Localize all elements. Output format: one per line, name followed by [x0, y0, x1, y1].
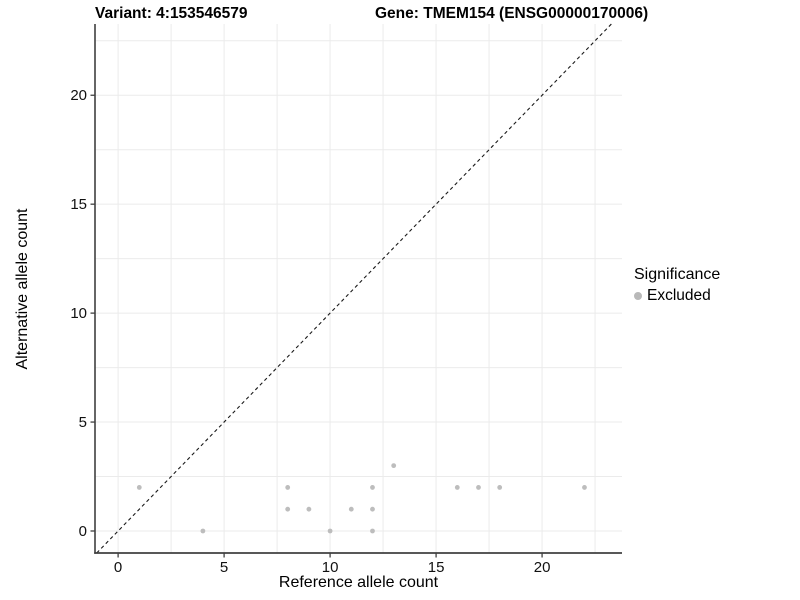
- x-tick-label: 10: [322, 559, 339, 576]
- data-point: [391, 463, 397, 469]
- data-point: [497, 485, 503, 490]
- x-axis-title: Reference allele count: [278, 574, 439, 591]
- y-tick-label: 15: [70, 196, 87, 213]
- legend-key-dot-icon: [634, 292, 642, 300]
- identity-dashed-line: [96, 23, 612, 554]
- y-tick-label: 5: [79, 414, 87, 431]
- legend: Significance Excluded: [634, 266, 720, 305]
- y-axis-title: Alternative allele count: [14, 208, 31, 370]
- legend-item-label: Excluded: [647, 287, 711, 304]
- legend-title: Significance: [634, 266, 721, 283]
- y-tick-label: 10: [70, 305, 87, 322]
- data-point: [454, 485, 460, 490]
- data-point: [370, 485, 375, 490]
- data-point: [370, 506, 375, 512]
- data-point: [327, 528, 333, 534]
- gene-title: Gene: TMEM154 (ENSG00000170006): [375, 5, 649, 22]
- variant-title: Variant: 4:153546579: [95, 5, 248, 22]
- data-point: [285, 485, 291, 490]
- data-point: [476, 485, 481, 490]
- legend-item-excluded: Excluded: [634, 287, 720, 305]
- data-point: [200, 528, 206, 534]
- y-tick-label: 0: [79, 523, 87, 540]
- x-tick-label: 5: [220, 559, 228, 576]
- x-tick-label: 20: [534, 559, 551, 576]
- y-tick-label: 20: [70, 87, 87, 104]
- x-tick-label: 0: [114, 559, 122, 576]
- data-point: [285, 506, 291, 512]
- data-point: [582, 485, 587, 490]
- data-point: [306, 506, 312, 512]
- data-point: [348, 506, 354, 512]
- x-tick-label: 15: [428, 559, 445, 576]
- data-point: [370, 528, 375, 534]
- data-point: [136, 485, 142, 490]
